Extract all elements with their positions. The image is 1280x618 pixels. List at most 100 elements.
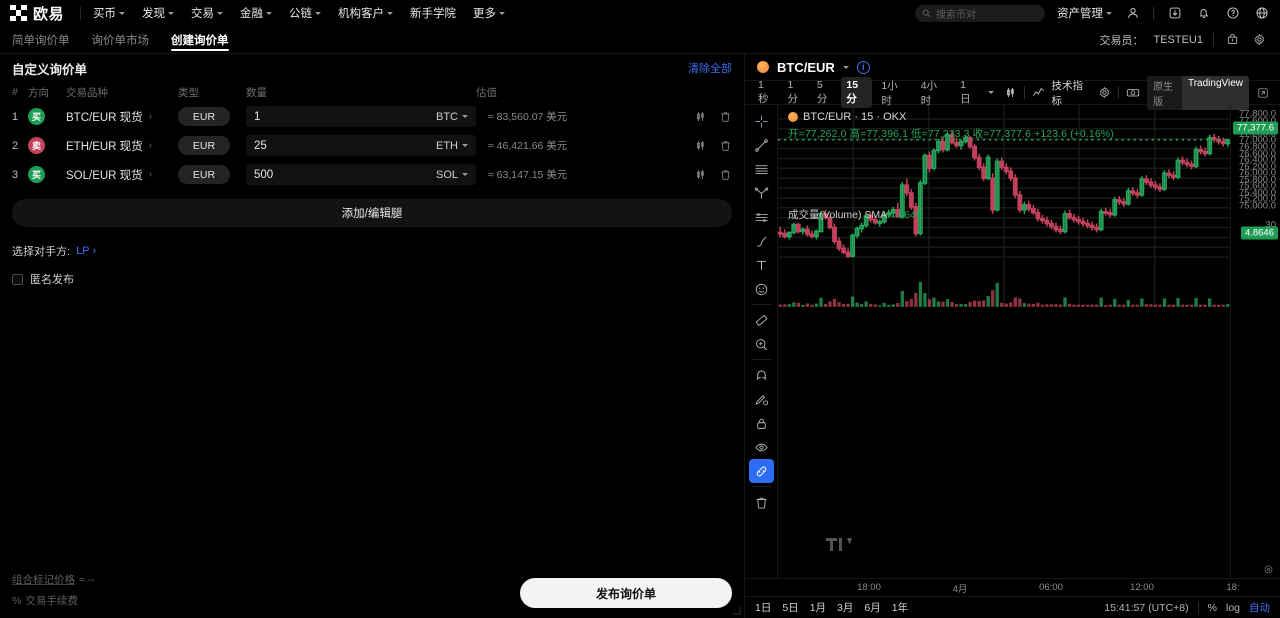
snapshot-icon[interactable] xyxy=(1123,86,1143,99)
column-type: 类型 xyxy=(178,86,199,99)
range-6mo[interactable]: 6月 xyxy=(864,602,881,614)
quantity-unit-selector[interactable]: SOL xyxy=(436,169,468,181)
trend-line-icon[interactable] xyxy=(749,133,774,157)
range-3mo[interactable]: 3月 xyxy=(837,602,854,614)
instrument-selector[interactable]: ETH/EUR 现货 › xyxy=(66,138,178,154)
history-icon[interactable] xyxy=(1224,31,1241,48)
tab-simple-rfq[interactable]: 简单询价单 xyxy=(12,34,70,47)
nav-item-assets[interactable]: 资产管理 xyxy=(1057,5,1112,21)
resize-grip-icon[interactable] xyxy=(732,606,741,615)
axis-settings-gear-icon[interactable] xyxy=(1263,564,1274,575)
timeframe-more-icon[interactable] xyxy=(985,91,997,94)
magnet-icon[interactable] xyxy=(749,363,774,387)
eye-visibility-icon[interactable] xyxy=(749,435,774,459)
search-input[interactable]: 搜索币对 xyxy=(915,4,1045,22)
type-pill[interactable]: EUR xyxy=(178,136,230,155)
range-1mo[interactable]: 1月 xyxy=(809,602,827,614)
chart-type-candles-icon[interactable] xyxy=(1001,86,1020,99)
trash-icon[interactable] xyxy=(749,490,774,514)
indicators-icon[interactable] xyxy=(1029,86,1048,99)
add-edit-leg-button[interactable]: 添加/编辑腿 xyxy=(12,199,732,227)
delete-icon[interactable] xyxy=(719,139,732,152)
nav-item-academy[interactable]: 新手学院 xyxy=(410,5,456,21)
timeframe-15m[interactable]: 15分 xyxy=(841,77,873,108)
clear-all-button[interactable]: 清除全部 xyxy=(688,63,732,75)
view-mode-tradingview[interactable]: TradingView xyxy=(1181,75,1250,110)
scale-percent-button[interactable]: % xyxy=(1207,601,1217,614)
publish-rfq-button[interactable]: 发布询价单 xyxy=(520,578,732,608)
nav-item-finance[interactable]: 金融 xyxy=(240,5,273,21)
crosshair-icon[interactable] xyxy=(749,109,774,133)
lock-icon[interactable] xyxy=(749,411,774,435)
pitchfork-icon[interactable] xyxy=(749,181,774,205)
indicators-label[interactable]: 技术指标 xyxy=(1051,79,1084,107)
help-icon[interactable] xyxy=(1224,5,1241,22)
timeframe-1d[interactable]: 1日 xyxy=(960,79,971,105)
nav-item-institutional[interactable]: 机构客户 xyxy=(338,5,394,21)
timeframe-5m[interactable]: 5分 xyxy=(816,79,828,105)
quantity-unit-selector[interactable]: ETH xyxy=(436,140,468,152)
timeframe-4h[interactable]: 4小时 xyxy=(920,79,938,107)
row-side[interactable]: 买 xyxy=(28,166,66,183)
nav-item-chain[interactable]: 公链 xyxy=(289,5,322,21)
range-1d[interactable]: 1日 xyxy=(755,602,772,614)
time-axis[interactable]: 18:00 4月 06:00 12:00 18: xyxy=(745,578,1280,596)
quantity-unit-selector[interactable]: BTC xyxy=(436,111,468,123)
chevron-down-icon[interactable] xyxy=(842,65,849,69)
text-icon[interactable] xyxy=(749,253,774,277)
scale-auto-button[interactable]: 自动 xyxy=(1249,602,1270,614)
candlestick-icon[interactable] xyxy=(694,139,707,152)
nav-item-more[interactable]: 更多 xyxy=(473,5,506,21)
type-pill[interactable]: EUR xyxy=(178,107,230,126)
range-5d[interactable]: 5日 xyxy=(782,602,799,614)
zoom-in-icon[interactable] xyxy=(749,332,774,356)
quantity-input[interactable]: 1 BTC xyxy=(246,106,476,127)
timeframe-1m[interactable]: 1分 xyxy=(787,79,798,105)
nav-label: 金融 xyxy=(240,8,264,20)
anonymous-checkbox[interactable] xyxy=(12,273,23,285)
chart-settings-gear-icon[interactable] xyxy=(1095,86,1114,99)
range-1y[interactable]: 1年 xyxy=(891,602,909,614)
scale-log-button[interactable]: log xyxy=(1225,601,1240,614)
timeframe-1h[interactable]: 1小时 xyxy=(881,79,898,107)
candlestick-icon[interactable] xyxy=(694,110,707,123)
okx-logo[interactable]: 欧易 xyxy=(10,3,64,24)
column-instrument: 交易品种 xyxy=(66,86,108,99)
download-icon[interactable] xyxy=(1166,5,1183,22)
row-side[interactable]: 卖 xyxy=(28,137,66,154)
instrument-selector[interactable]: BTC/EUR 现货 › xyxy=(66,109,178,125)
nav-item-buy-crypto[interactable]: 买币 xyxy=(93,5,126,21)
candlestick-icon[interactable] xyxy=(694,168,707,181)
instrument-selector[interactable]: SOL/EUR 现货 › xyxy=(66,167,178,183)
nav-label: 公链 xyxy=(289,8,313,20)
fullscreen-icon[interactable] xyxy=(1254,87,1272,99)
brush-icon[interactable] xyxy=(749,229,774,253)
row-side[interactable]: 买 xyxy=(28,108,66,125)
counterparty-selector[interactable]: LP › xyxy=(76,245,96,257)
bell-icon[interactable] xyxy=(1195,5,1212,22)
fib-retracement-icon[interactable] xyxy=(749,205,774,229)
measure-ruler-icon[interactable] xyxy=(749,308,774,332)
quantity-input[interactable]: 500 SOL xyxy=(246,164,476,185)
view-mode-native[interactable]: 原生版 xyxy=(1153,81,1174,108)
price-axis-tick: 77,800.0 xyxy=(1239,108,1276,120)
drawing-mode-icon[interactable] xyxy=(749,387,774,411)
user-icon[interactable] xyxy=(1124,5,1141,22)
nav-item-trade[interactable]: 交易 xyxy=(191,5,224,21)
delete-icon[interactable] xyxy=(719,168,732,181)
gear-icon[interactable] xyxy=(1251,31,1268,48)
emoji-icon[interactable] xyxy=(749,277,774,301)
chart-plot-area[interactable]: BTC/EUR · 15 · OKX 开=77,262.0 高=77,396.1… xyxy=(778,105,1230,578)
tab-create-rfq[interactable]: 创建询价单 xyxy=(171,26,229,53)
delete-icon[interactable] xyxy=(719,110,732,123)
horizontal-lines-icon[interactable] xyxy=(749,157,774,181)
tab-rfq-market[interactable]: 询价单市场 xyxy=(91,34,150,47)
info-icon[interactable]: i xyxy=(856,60,870,74)
timeframe-1s[interactable]: 1秒 xyxy=(758,79,769,105)
link-sync-icon[interactable] xyxy=(748,459,774,483)
globe-icon[interactable] xyxy=(1253,5,1270,22)
nav-item-discover[interactable]: 发现 xyxy=(142,5,175,21)
price-axis[interactable]: 77,800.077,600.077,400.077,200.077,000.0… xyxy=(1230,105,1280,578)
quantity-input[interactable]: 25 ETH xyxy=(246,135,476,156)
type-pill[interactable]: EUR xyxy=(178,165,230,184)
